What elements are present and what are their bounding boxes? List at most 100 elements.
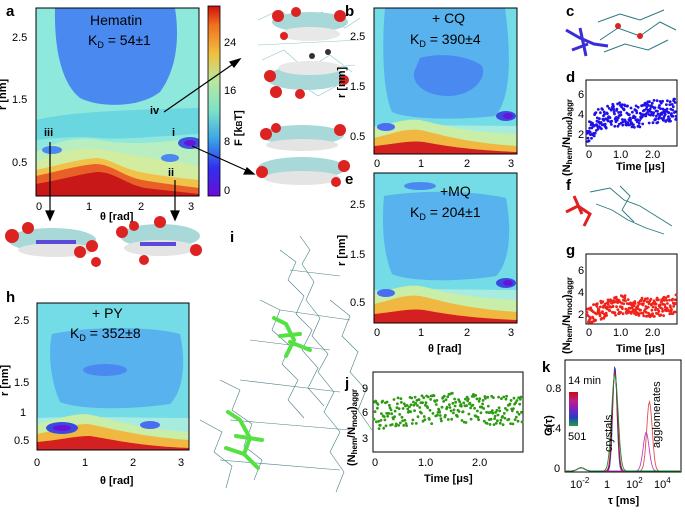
data-point [667, 111, 671, 115]
data-point [629, 106, 633, 110]
panel-d-frame [585, 79, 678, 147]
data-point [614, 295, 618, 299]
panel-e-frame [373, 172, 518, 324]
data-point [588, 126, 592, 130]
data-point [405, 424, 408, 427]
panel-h-xtick: 2 [130, 457, 136, 469]
data-point [602, 110, 606, 114]
panel-j-xlabel: Time [μs] [424, 473, 473, 485]
panel-a-xtick: 3 [188, 201, 194, 213]
data-point [402, 402, 406, 406]
data-point [499, 418, 503, 422]
colorbar: 24 16 8 0 F [kBT] [207, 5, 245, 197]
data-point [377, 427, 381, 430]
data-point [440, 419, 443, 423]
data-point [607, 107, 611, 110]
data-point [621, 123, 625, 127]
data-point [638, 119, 641, 122]
data-point [390, 423, 394, 426]
data-point [387, 412, 391, 415]
data-point [514, 415, 518, 419]
data-point [518, 402, 522, 406]
data-point [603, 112, 606, 116]
data-point [448, 406, 452, 409]
data-point [430, 422, 434, 425]
data-point [381, 399, 384, 403]
panel-e-ylabel: r [nm] [336, 235, 348, 267]
data-point [671, 297, 674, 301]
panel-label-a: a [6, 3, 15, 20]
data-point [518, 397, 522, 401]
data-point [622, 108, 626, 112]
data-point [477, 418, 480, 422]
data-point [635, 120, 639, 124]
data-point [394, 424, 398, 428]
panel-g-xtick: 0 [586, 327, 592, 339]
data-point [674, 293, 678, 297]
data-point [421, 401, 424, 405]
data-point [392, 417, 395, 421]
data-point [376, 403, 380, 406]
panel-h-kd: KD = 352±8 [70, 325, 141, 343]
data-point [604, 311, 608, 315]
data-point [380, 412, 383, 415]
data-point [626, 121, 630, 124]
data-point [379, 419, 383, 422]
data-point [664, 296, 668, 300]
data-point [372, 417, 376, 421]
colorbar-label: F [kBT] [233, 110, 245, 146]
data-point [633, 115, 637, 119]
data-point [596, 108, 600, 111]
data-point [501, 423, 505, 427]
data-point [616, 308, 620, 311]
data-point [673, 110, 677, 114]
data-point [634, 104, 638, 108]
data-point [647, 121, 651, 125]
data-point [605, 112, 609, 115]
colorbar-tick: 8 [224, 136, 230, 148]
data-point [395, 406, 399, 409]
data-point [646, 297, 649, 300]
data-point [464, 397, 467, 401]
arrow-iii-head [45, 210, 55, 222]
data-point [498, 409, 502, 413]
data-point [596, 127, 600, 131]
panel-j-xtick: 0 [372, 457, 378, 469]
panel-a-xtick: 2 [138, 201, 144, 213]
data-point [409, 403, 413, 407]
data-point [594, 318, 597, 322]
panel-h-ylabel: r [nm] [0, 365, 11, 397]
panel-d-ytick: 4 [578, 109, 584, 121]
panel-g-xlabel: Time [μs] [616, 343, 665, 355]
colorbar-tick: 0 [224, 185, 230, 197]
panel-g-ytick: 6 [578, 265, 584, 277]
data-point [420, 411, 423, 415]
data-point [442, 400, 446, 403]
panel-b-ylabel: r [nm] [336, 67, 348, 99]
panel-label-k: k [542, 359, 551, 376]
data-point [618, 101, 621, 105]
data-point [642, 302, 645, 306]
panel-h-contour [37, 303, 189, 450]
panel-a-ytick: 0.5 [12, 157, 27, 169]
data-point [640, 115, 644, 119]
panel-e: e +MQ KD = 204±1 2.5 1.5 0.5 r [nm] 0 1 … [336, 171, 518, 355]
data-point [452, 411, 455, 415]
panel-i-highlight-2 [224, 410, 264, 470]
panel-j-series [372, 391, 524, 430]
panel-e-xtick: 2 [464, 327, 470, 339]
panel-j-ytick: 6 [362, 407, 368, 419]
data-point [606, 104, 609, 108]
data-point [399, 397, 403, 401]
data-point [504, 407, 507, 410]
panel-e-contour [374, 173, 517, 323]
data-point [641, 312, 645, 315]
data-point [413, 395, 417, 399]
data-point [614, 116, 618, 119]
panel-h-ytick: 1 [20, 407, 26, 419]
data-point [585, 311, 589, 314]
data-point [484, 397, 487, 400]
data-point [509, 422, 512, 425]
data-point [444, 413, 447, 417]
data-point [431, 412, 435, 415]
